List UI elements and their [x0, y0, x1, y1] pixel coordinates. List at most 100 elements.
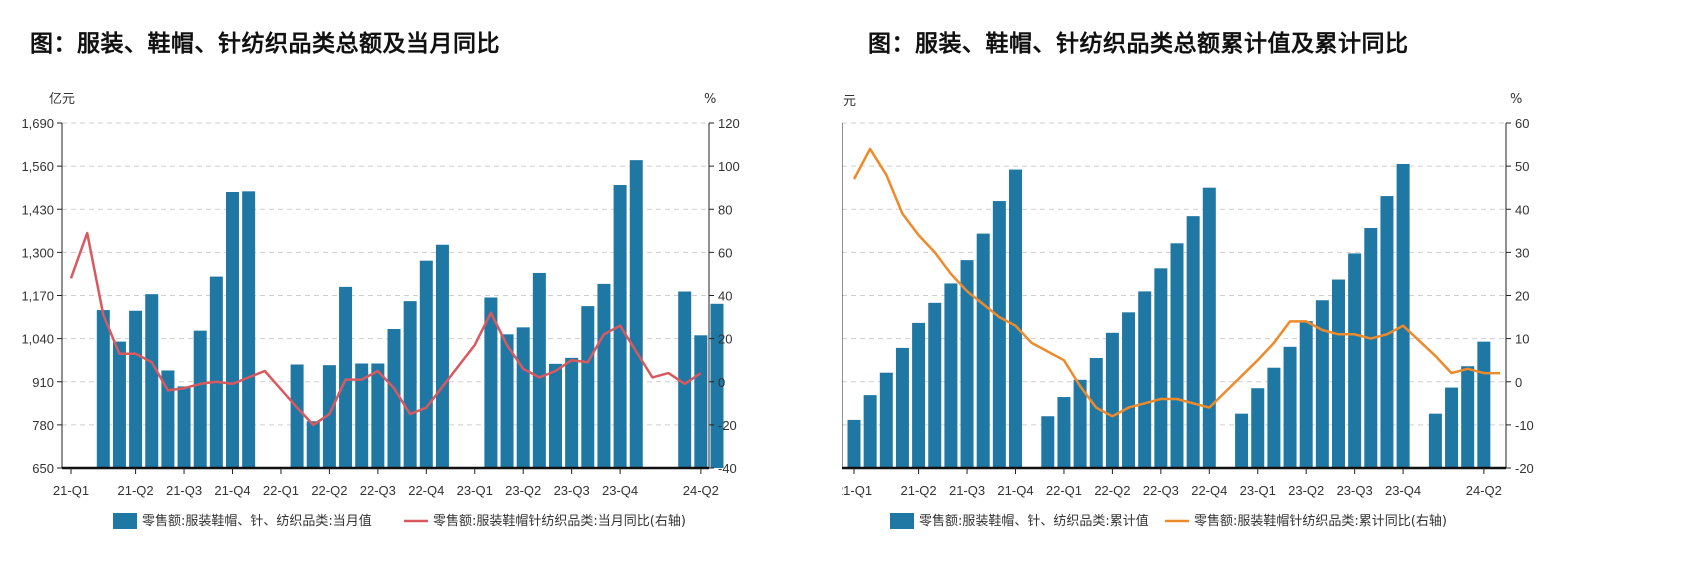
bar — [1396, 163, 1410, 468]
bar — [1299, 321, 1313, 468]
legend-line-label: 零售额:服装鞋帽针纺织品类:当月同比(右轴) — [433, 513, 686, 529]
x-tick-label: 23-Q3 — [554, 483, 590, 498]
bar — [879, 372, 893, 468]
x-tick-label: 21-Q4 — [214, 483, 250, 498]
y-right-tick-label: 10 — [1515, 332, 1529, 347]
y-left-tick-label: 1,040 — [21, 332, 54, 347]
legend: 零售额:服装鞋帽、针、纺织品类:累计值 零售额:服装鞋帽针纺织品类:累计同比(右… — [890, 513, 1447, 529]
x-tick-label: 23-Q1 — [457, 483, 493, 498]
bar — [694, 335, 708, 468]
y-right-tick-label: 0 — [718, 375, 725, 390]
bar — [992, 201, 1006, 468]
legend-bar-swatch — [113, 513, 137, 529]
bar — [1105, 332, 1119, 468]
y-right-unit: % — [1510, 92, 1522, 107]
bar — [1380, 196, 1394, 469]
x-tick-label: 22-Q1 — [263, 483, 299, 498]
bar — [928, 302, 942, 468]
bar — [863, 395, 877, 468]
monthly-chart: 亿元 % 1,690 120 1,560 100 1,430 80 1,300 60 1,170… — [21, 92, 740, 529]
x-tick-label: 24-Q2 — [1466, 483, 1502, 498]
y-right-tick-label: 120 — [718, 116, 740, 131]
y-right-tick-label: 20 — [1515, 289, 1529, 304]
y-left-tick-label: 1,430 — [21, 202, 54, 217]
bar — [371, 363, 385, 468]
bar — [1461, 366, 1475, 468]
chart-title: 图：服装、鞋帽、针纺织品类总额累计值及累计同比 — [868, 31, 1409, 57]
y-left-tick-label: 1,560 — [21, 159, 54, 174]
x-tick-label: 21-Q2 — [118, 483, 154, 498]
bar — [1445, 387, 1459, 468]
x-tick-label: 23-Q2 — [1288, 483, 1324, 498]
y-left-unit: 亿元 — [842, 94, 856, 109]
y-right-unit: % — [704, 92, 716, 107]
y-left-tick-label: 910 — [32, 375, 54, 390]
bar — [435, 244, 449, 468]
x-tick-label: 21-Q1 — [53, 483, 89, 498]
bar — [1477, 341, 1491, 468]
y-left-tick-label: 650 — [32, 461, 54, 476]
bar — [1154, 268, 1168, 468]
bar — [1348, 253, 1362, 468]
legend-line-label: 零售额:服装鞋帽针纺织品类:累计同比(右轴) — [1194, 513, 1447, 529]
x-tick-label: 21-Q1 — [842, 483, 872, 498]
bar — [1364, 228, 1378, 468]
x-tick-label: 23-Q4 — [602, 483, 638, 498]
y-left-tick-label: 1,690 — [21, 116, 54, 131]
y-right-tick-label: -10 — [1515, 418, 1534, 433]
bar — [387, 329, 401, 468]
y-right-tick-label: 80 — [718, 202, 732, 217]
legend-bar-swatch — [890, 513, 914, 529]
y-right-tick-label: 0 — [1515, 375, 1522, 390]
x-tick-label: 22-Q3 — [1143, 483, 1179, 498]
legend-bar-label: 零售额:服装鞋帽、针、纺织品类:当月值 — [142, 513, 372, 529]
x-tick-label: 23-Q3 — [1337, 483, 1373, 498]
x-tick-label: 23-Q1 — [1240, 483, 1276, 498]
legend-bar-label: 零售额:服装鞋帽、针、纺织品类:累计值 — [919, 513, 1149, 529]
chart-title: 图：服装、鞋帽、针纺织品类总额及当月同比 — [30, 31, 500, 57]
x-tick-label: 21-Q3 — [949, 483, 985, 498]
bar — [322, 365, 336, 468]
bar — [484, 297, 498, 468]
chart-panel-cumulative: 图：服装、鞋帽、针纺织品类总额累计值及累计同比 亿元 % 16,0006014,… — [842, 0, 1684, 582]
bar — [1186, 216, 1200, 468]
bar — [1202, 187, 1216, 468]
bar — [565, 357, 579, 468]
y-left-tick-label: 780 — [32, 418, 54, 433]
x-tick-label: 22-Q4 — [408, 483, 444, 498]
bar — [1041, 416, 1055, 468]
bar — [339, 286, 353, 468]
bar — [129, 310, 143, 468]
x-tick-label: 22-Q1 — [1046, 483, 1082, 498]
bar — [1251, 388, 1265, 468]
bar — [290, 364, 304, 468]
x-tick-label: 22-Q4 — [1191, 483, 1227, 498]
x-tick-label: 21-Q4 — [997, 483, 1033, 498]
y-right-tick-label: 20 — [718, 332, 732, 347]
chart-panel-monthly: 图：服装、鞋帽、针纺织品类总额及当月同比 亿元 % 1,690 120 1,560 1… — [21, 31, 740, 529]
x-tick-label: 21-Q3 — [166, 483, 202, 498]
bar — [1235, 413, 1249, 468]
bar — [1138, 291, 1152, 468]
x-tick-label: 24-Q2 — [683, 483, 719, 498]
y-right-tick-label: 40 — [1515, 202, 1529, 217]
y-left-tick-label: 1,170 — [21, 289, 54, 304]
bar — [1332, 279, 1345, 468]
bar — [532, 272, 546, 468]
bar — [1089, 358, 1103, 468]
bar — [629, 160, 643, 468]
bar — [226, 192, 239, 468]
y-right-tick-label: 60 — [718, 245, 732, 260]
y-left-tick-label: 1,300 — [21, 245, 54, 260]
x-tick-label: 22-Q3 — [360, 483, 396, 498]
y-right-tick-label: 50 — [1515, 159, 1529, 174]
bar — [193, 330, 207, 468]
bar — [1073, 379, 1087, 468]
y-right-tick-label: 30 — [1515, 245, 1529, 260]
bar — [581, 306, 595, 468]
bar — [1283, 346, 1297, 468]
yoy-line — [852, 147, 1500, 418]
bar — [161, 370, 175, 468]
y-right-tick-label: 60 — [1515, 116, 1529, 131]
bar — [678, 291, 692, 468]
